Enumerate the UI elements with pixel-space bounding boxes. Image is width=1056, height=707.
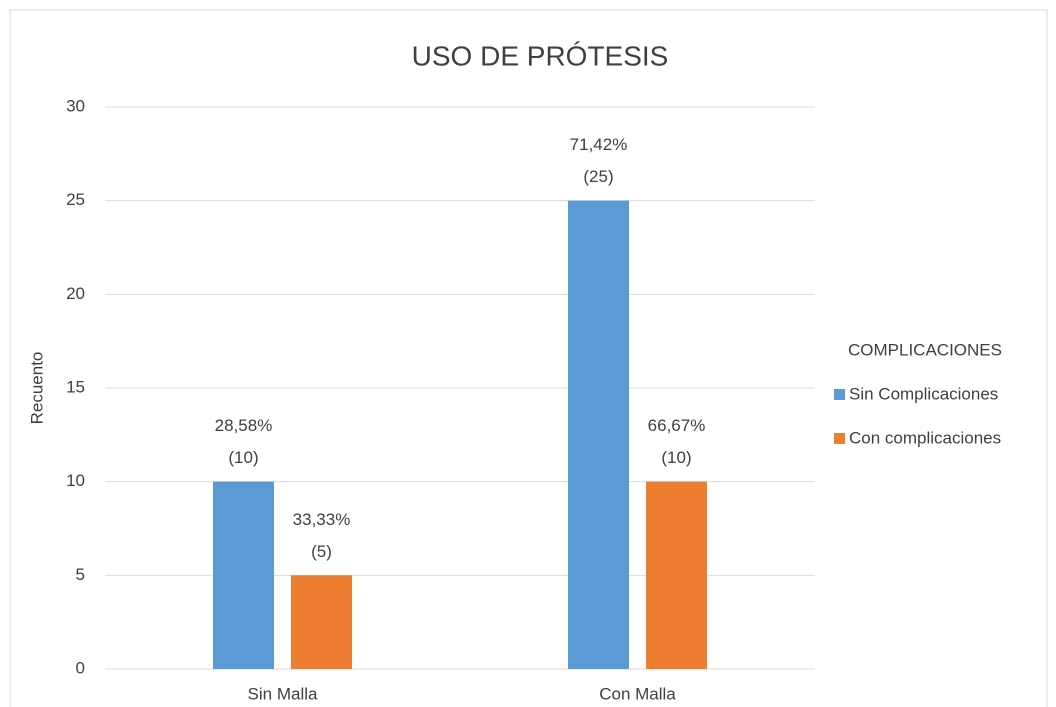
- bar: [213, 481, 274, 669]
- y-axis-label: Recuento: [27, 352, 46, 425]
- bar: [646, 481, 707, 669]
- y-tick-label: 5: [76, 565, 85, 584]
- data-label: 33,33%: [293, 510, 351, 529]
- data-label: 71,42%: [570, 135, 628, 154]
- legend-swatch: [834, 389, 845, 400]
- y-tick-label: 15: [66, 377, 85, 396]
- legend-label: Con complicaciones: [849, 428, 1001, 447]
- data-label: 66,67%: [648, 416, 706, 435]
- y-tick-label: 0: [76, 658, 85, 677]
- x-tick-label: Sin Malla: [248, 684, 318, 703]
- bar: [291, 575, 352, 669]
- bar: [568, 200, 629, 669]
- y-tick-label: 25: [66, 190, 85, 209]
- data-label: (10): [228, 448, 258, 467]
- legend-swatch: [834, 433, 845, 444]
- y-tick-label: 10: [66, 471, 85, 490]
- chart-border: [9, 9, 1048, 707]
- data-label: (5): [311, 542, 332, 561]
- legend-title: COMPLICACIONES: [848, 340, 1002, 359]
- y-tick-label: 20: [66, 284, 85, 303]
- data-label: (10): [661, 448, 691, 467]
- legend-label: Sin Complicaciones: [849, 384, 998, 403]
- chart-title: USO DE PRÓTESIS: [412, 40, 669, 71]
- data-label: (25): [583, 167, 613, 186]
- x-tick-label: Con Malla: [599, 684, 676, 703]
- data-label: 28,58%: [215, 416, 273, 435]
- y-tick-label: 30: [66, 96, 85, 115]
